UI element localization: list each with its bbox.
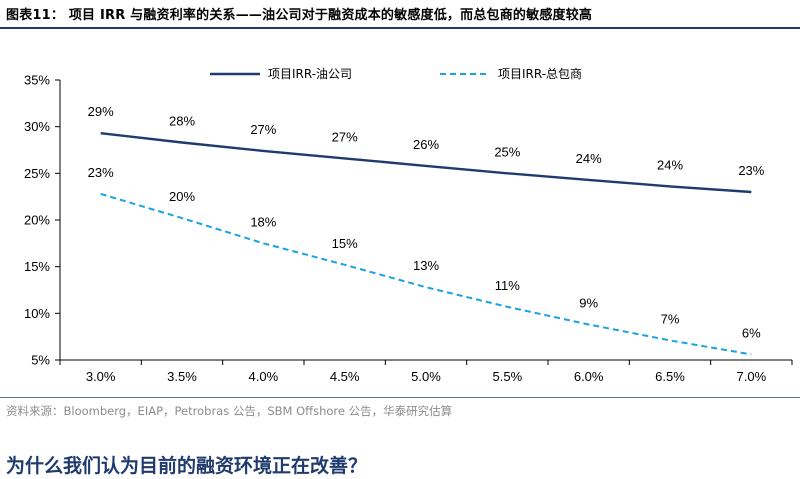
data-label: 18% <box>250 214 276 229</box>
x-tick-label: 4.5% <box>330 369 360 384</box>
x-tick-label: 7.0% <box>737 369 767 384</box>
data-label: 11% <box>495 278 520 293</box>
data-label: 24% <box>657 157 683 172</box>
data-label: 28% <box>169 114 195 129</box>
y-tick-label: 35% <box>24 73 50 88</box>
data-label: 27% <box>332 129 358 144</box>
x-tick-label: 3.0% <box>86 369 116 384</box>
y-tick-label: 20% <box>24 213 50 228</box>
title-divider <box>0 27 800 29</box>
x-tick-label: 5.0% <box>411 369 441 384</box>
source-note: 资料来源：Bloomberg，EIAP，Petrobras 公告，SBM Off… <box>6 404 453 418</box>
data-label: 23% <box>88 165 114 180</box>
section-question: 为什么我们认为目前的融资环境正在改善？ <box>6 455 368 477</box>
source-divider <box>0 397 800 398</box>
series-layer: 29% 28% 27% 27% 26% 25% 24% 24% 23% 23% 20% 18% 15% 1… <box>88 104 765 356</box>
data-label: 9% <box>579 296 598 311</box>
x-tick-label: 6.5% <box>655 369 685 384</box>
data-label: 6% <box>742 325 761 340</box>
y-axis: 5% 10% 15% 20% 25% 30% 35% <box>24 73 61 368</box>
figure-title: 图表11： 项目 IRR 与融资利率的关系——油公司对于融资成本的敏感度低，而总… <box>6 8 593 23</box>
data-label: 15% <box>332 236 358 251</box>
y-tick-label: 15% <box>24 259 50 274</box>
data-label: 26% <box>413 137 439 152</box>
y-tick-label: 25% <box>24 166 50 181</box>
data-label: 7% <box>661 311 680 326</box>
data-label: 27% <box>250 122 276 137</box>
data-label: 20% <box>169 189 195 204</box>
irr-line-chart: 5% 10% 15% 20% 25% 30% 35% 3.0% 3.5% 4.0% 4.5% 5.0… <box>24 66 793 384</box>
data-label: 25% <box>494 144 520 159</box>
x-tick-label: 4.0% <box>249 369 279 384</box>
x-tick-label: 3.5% <box>167 369 197 384</box>
series-line-1 <box>100 132 752 194</box>
legend-label-2: 项目IRR-总包商 <box>498 66 582 81</box>
data-label: 23% <box>738 163 764 178</box>
y-tick-label: 10% <box>24 306 50 321</box>
series-line-2 <box>100 192 752 356</box>
x-tick-label: 5.5% <box>493 369 523 384</box>
x-tick-label: 6.0% <box>574 369 604 384</box>
data-label: 13% <box>413 258 439 273</box>
y-tick-label: 5% <box>31 353 50 368</box>
x-axis: 3.0% 3.5% 4.0% 4.5% 5.0% 5.5% 6.0% 6.5% 7.0% <box>59 359 793 384</box>
legend-label-1: 项目IRR-油公司 <box>268 67 352 81</box>
y-tick-label: 30% <box>24 119 50 134</box>
data-label: 29% <box>88 104 114 119</box>
data-label: 24% <box>576 151 602 166</box>
legend: 项目IRR-油公司 项目IRR-总包商 <box>210 66 582 81</box>
